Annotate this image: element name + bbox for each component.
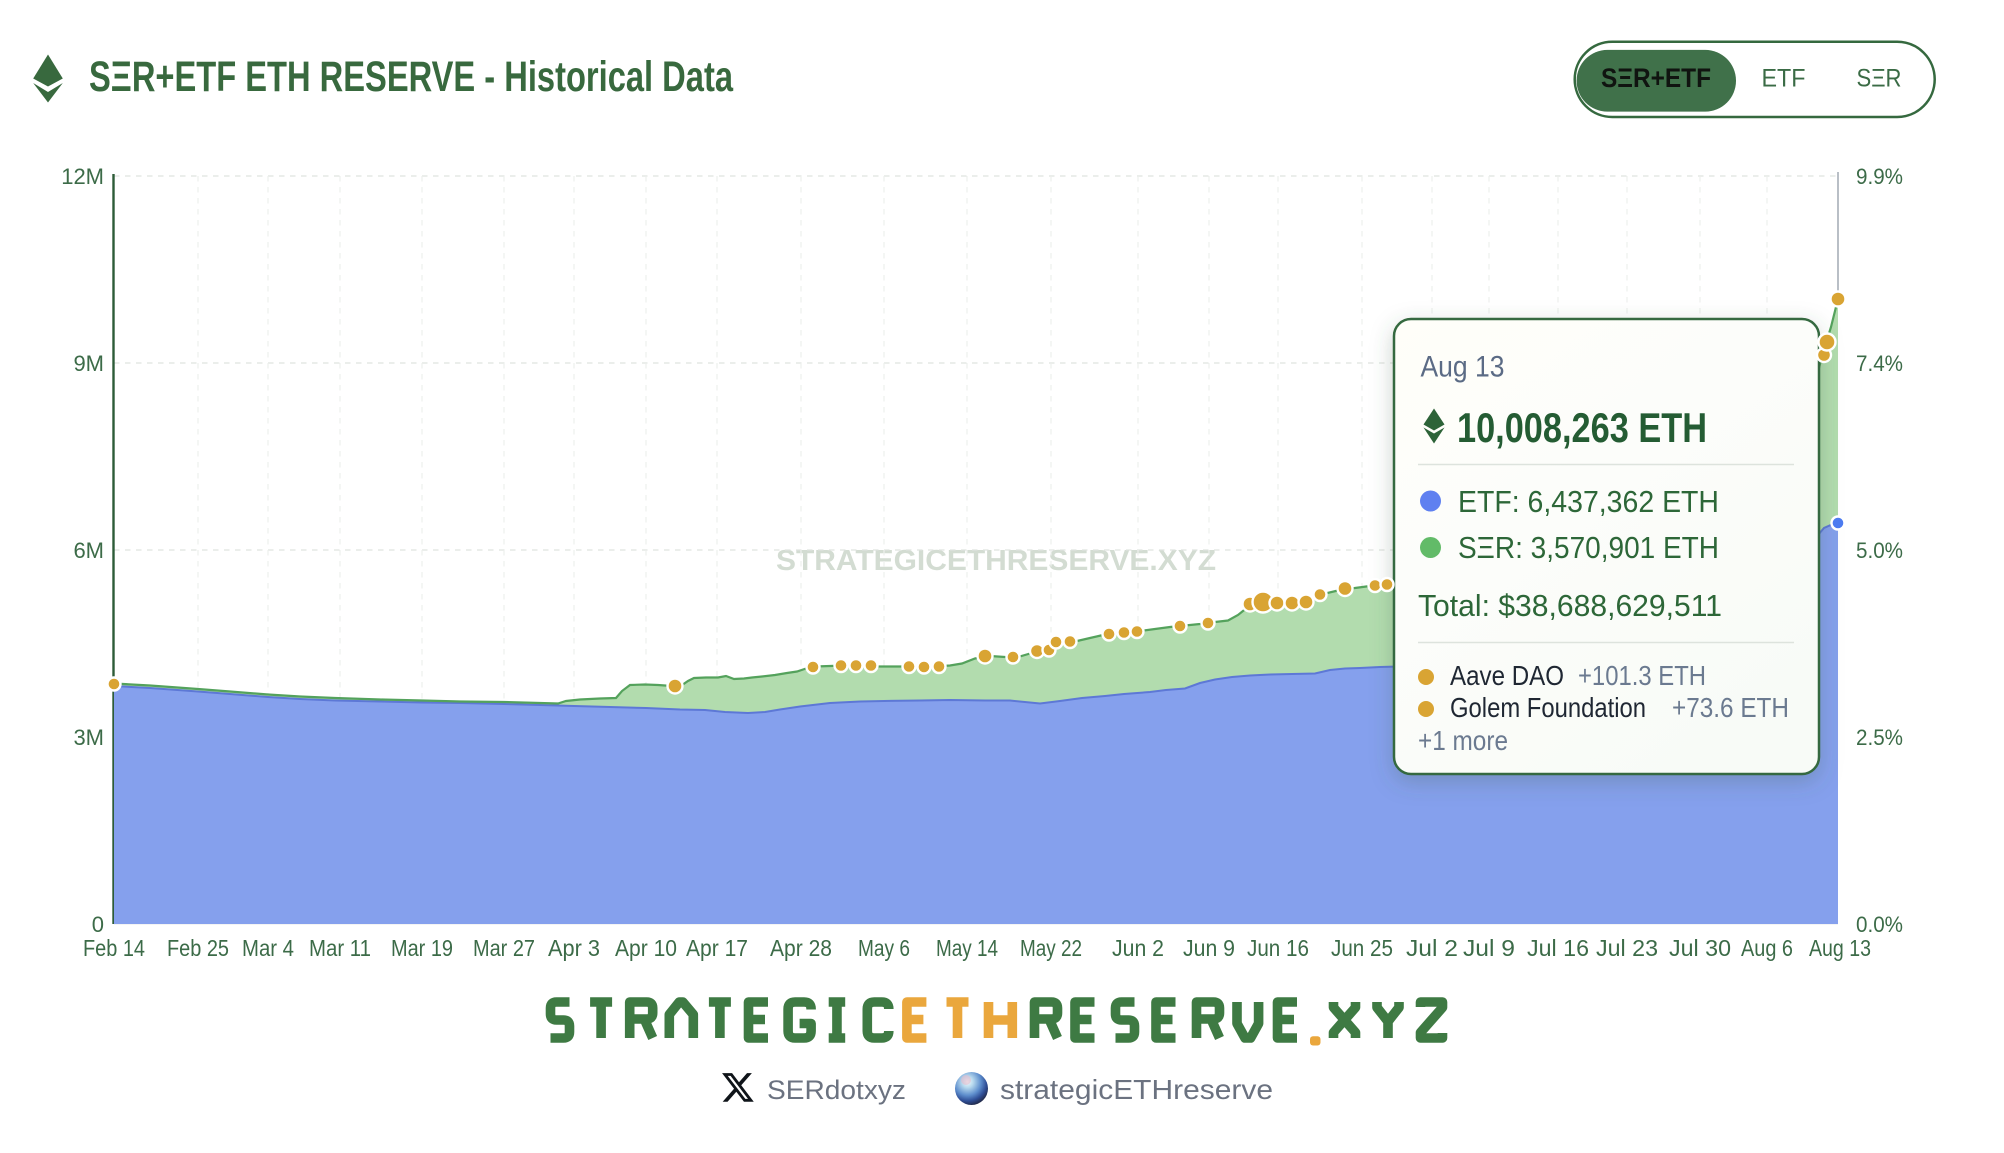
svg-text:3M: 3M xyxy=(73,725,104,750)
svg-text:Aug 6: Aug 6 xyxy=(1741,935,1793,961)
svg-text:May 6: May 6 xyxy=(858,935,910,961)
svg-text:Aug 13: Aug 13 xyxy=(1421,351,1505,384)
svg-text:Total: $38,688,629,511: Total: $38,688,629,511 xyxy=(1418,588,1722,623)
svg-text:Jun 9: Jun 9 xyxy=(1183,935,1235,961)
svg-text:Jul 23: Jul 23 xyxy=(1596,935,1658,961)
svg-text:Apr 10: Apr 10 xyxy=(615,935,677,961)
svg-text:Mar 4: Mar 4 xyxy=(242,935,294,961)
svg-text:Jul 9: Jul 9 xyxy=(1463,935,1515,961)
svg-text:9.9%: 9.9% xyxy=(1856,164,1903,189)
svg-text:6M: 6M xyxy=(73,538,104,563)
svg-text:+73.6 ETH: +73.6 ETH xyxy=(1672,692,1789,723)
svg-text:7.4%: 7.4% xyxy=(1856,351,1903,376)
svg-text:Apr 3: Apr 3 xyxy=(548,935,600,961)
svg-text:Jun 16: Jun 16 xyxy=(1247,935,1309,961)
svg-text:2.5%: 2.5% xyxy=(1856,725,1903,750)
svg-text:Apr 28: Apr 28 xyxy=(770,935,832,961)
svg-text:Mar 19: Mar 19 xyxy=(391,935,453,961)
svg-text:May 14: May 14 xyxy=(936,935,998,961)
svg-text:12M: 12M xyxy=(61,164,104,189)
svg-text:ETF: 6,437,362 ETH: ETF: 6,437,362 ETH xyxy=(1458,484,1719,519)
svg-text:Jul 16: Jul 16 xyxy=(1527,935,1589,961)
svg-text:0: 0 xyxy=(92,912,104,937)
svg-text:Feb 25: Feb 25 xyxy=(167,935,229,961)
svg-text:5.0%: 5.0% xyxy=(1856,538,1903,563)
svg-text:Mar 11: Mar 11 xyxy=(309,935,371,961)
svg-text:ETF: ETF xyxy=(1762,65,1806,93)
svg-text:Aave DAO: Aave DAO xyxy=(1450,660,1564,691)
svg-text:SΞR+ETF: SΞR+ETF xyxy=(1601,63,1711,93)
svg-text:Apr 17: Apr 17 xyxy=(686,935,748,961)
svg-text:Aug 13: Aug 13 xyxy=(1809,935,1871,961)
svg-text:Jul 2: Jul 2 xyxy=(1406,935,1458,961)
svg-text:SΞR+ETF ETH RESERVE - Historic: SΞR+ETF ETH RESERVE - Historical Data xyxy=(89,53,734,101)
svg-text:SERdotxyz: SERdotxyz xyxy=(767,1075,906,1105)
svg-text:+1 more: +1 more xyxy=(1418,725,1508,756)
svg-text:+101.3 ETH: +101.3 ETH xyxy=(1578,660,1706,691)
svg-text:Golem Foundation: Golem Foundation xyxy=(1450,692,1646,723)
svg-text:Jun 2: Jun 2 xyxy=(1112,935,1164,961)
svg-text:9M: 9M xyxy=(73,351,104,376)
svg-text:Jul 30: Jul 30 xyxy=(1669,935,1731,961)
svg-text:Jun 25: Jun 25 xyxy=(1331,935,1393,961)
svg-text:Mar 27: Mar 27 xyxy=(473,935,535,961)
svg-text:strategicETHreserve: strategicETHreserve xyxy=(1000,1074,1273,1105)
svg-text:Feb 14: Feb 14 xyxy=(83,935,145,961)
svg-text:SΞR: 3,570,901 ETH: SΞR: 3,570,901 ETH xyxy=(1458,530,1719,565)
svg-text:May 22: May 22 xyxy=(1020,935,1082,961)
svg-text:0.0%: 0.0% xyxy=(1856,912,1903,937)
svg-text:SΞR: SΞR xyxy=(1857,65,1902,93)
svg-text:10,008,263 ETH: 10,008,263 ETH xyxy=(1457,404,1707,451)
